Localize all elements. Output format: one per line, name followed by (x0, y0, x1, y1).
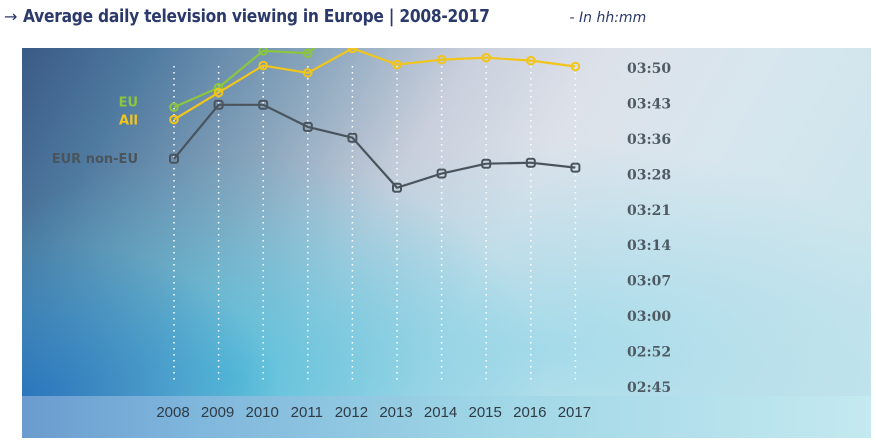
legend: EU All EUR non-EU (52, 95, 138, 167)
data-point (481, 52, 492, 63)
chart-title: → Average daily television viewing in Eu… (4, 4, 646, 30)
line-chart: 02:45 02:52 03:00 03:07 03:14 03:21 03:28 03:36… (52, 48, 671, 421)
data-point (392, 59, 402, 70)
data-point (303, 68, 313, 78)
data-point (347, 132, 358, 143)
y-tick-label: 02:52 (627, 345, 671, 361)
x-tick-label: 2016 (513, 404, 546, 421)
x-tick-label: 2010 (246, 404, 279, 421)
data-point (526, 55, 536, 66)
chart-title-main: Average daily television viewing in Euro… (22, 6, 490, 27)
series-eu (169, 48, 316, 113)
arrow-icon: → (4, 7, 18, 26)
data-point (258, 60, 268, 71)
data-point (436, 168, 447, 179)
series-all (169, 48, 581, 125)
data-point (436, 54, 447, 65)
data-point (169, 153, 179, 164)
gridlines (173, 66, 577, 380)
legend-label: All (119, 114, 138, 129)
y-tick-label: 03:36 (627, 132, 671, 148)
data-point (303, 48, 313, 59)
y-tick-label: 03:50 (627, 61, 671, 77)
y-tick-label: 03:21 (627, 203, 671, 219)
y-tick-label: 03:28 (627, 167, 671, 183)
y-tick-label: 03:43 (627, 96, 671, 112)
y-axis-ticks: 02:45 02:52 03:00 03:07 03:14 03:21 03:28 03:36… (627, 61, 671, 396)
data-point (525, 157, 536, 168)
data-point (347, 48, 358, 54)
background-glow (22, 236, 282, 396)
series-line (173, 48, 316, 109)
data-point (302, 121, 313, 132)
data-point (169, 102, 179, 113)
data-point (570, 162, 581, 173)
data-point (258, 99, 269, 110)
data-point (392, 182, 402, 193)
data-point (213, 99, 224, 110)
legend-label: EU (119, 95, 138, 110)
x-axis-band (22, 396, 871, 438)
y-tick-label: 03:00 (627, 309, 671, 325)
x-tick-label: 2011 (291, 404, 323, 421)
x-tick-label: 2012 (335, 404, 368, 421)
data-point (570, 61, 581, 72)
data-point (169, 114, 179, 125)
chart-subtitle: - In hh:mm (565, 10, 647, 26)
y-tick-label: 03:14 (627, 238, 671, 254)
x-tick-label: 2015 (469, 404, 502, 421)
x-tick-label: 2013 (379, 404, 412, 421)
data-point (481, 158, 492, 169)
series-eur-non-eu (169, 99, 581, 193)
x-tick-label: 2017 (558, 404, 591, 421)
y-tick-label: 02:45 (627, 380, 671, 396)
data-point (258, 48, 268, 56)
x-tick-label: 2009 (201, 404, 234, 421)
chart-panel: 02:45 02:52 03:00 03:07 03:14 03:21 03:28 03:36… (22, 48, 871, 438)
series-line (173, 48, 576, 121)
series-lines (169, 48, 581, 193)
x-tick-label: 2008 (156, 404, 189, 421)
data-point (213, 87, 224, 98)
series-line (173, 103, 576, 189)
y-tick-label: 03:07 (627, 274, 671, 290)
legend-label: EUR non-EU (52, 152, 138, 167)
x-tick-label: 2014 (424, 404, 457, 421)
x-axis-ticks: 2008 2009 2010 2011 2012 2013 2014 2015 2016 2017 (156, 404, 591, 421)
